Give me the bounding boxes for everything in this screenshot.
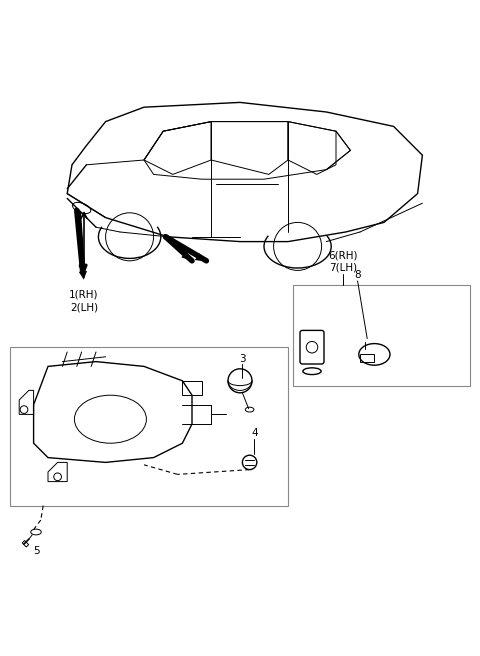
Text: 3: 3 xyxy=(239,354,246,364)
Bar xyxy=(10,347,288,506)
Text: 8: 8 xyxy=(354,270,361,280)
Text: 1(RH)
2(LH): 1(RH) 2(LH) xyxy=(69,289,99,312)
Bar xyxy=(22,541,29,547)
Bar xyxy=(182,380,202,395)
Bar xyxy=(293,285,470,386)
Text: 6(RH)
7(LH): 6(RH) 7(LH) xyxy=(328,251,358,273)
Text: 5: 5 xyxy=(33,546,39,556)
Text: 4: 4 xyxy=(251,428,258,438)
Bar xyxy=(360,354,374,361)
